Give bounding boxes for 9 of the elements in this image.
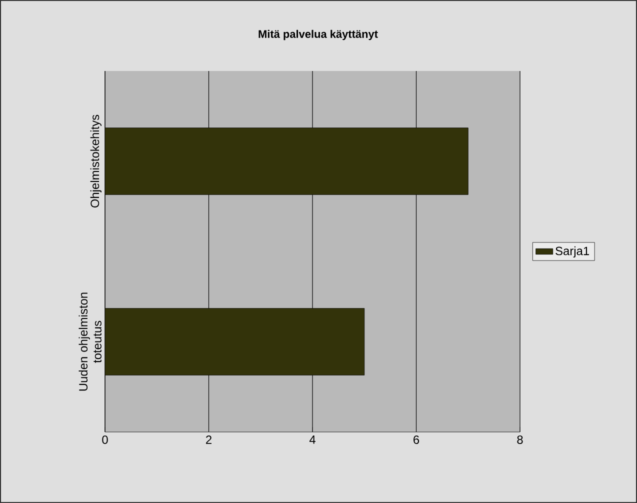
- legend-label: Sarja1: [556, 246, 590, 258]
- x-tick-label: 8: [517, 436, 523, 444]
- chart-title: Mitä palvelua käyttänyt: [258, 30, 378, 40]
- x-tick-label: 4: [309, 436, 316, 444]
- y-tick-label: Ohjelmistokehitys: [90, 114, 102, 208]
- x-tick-label: 2: [206, 436, 212, 444]
- x-tick-label: 0: [102, 436, 108, 444]
- x-tick-label: 6: [414, 436, 420, 444]
- y-tick-label: Uuden ohjelmiston toteutus: [78, 292, 102, 391]
